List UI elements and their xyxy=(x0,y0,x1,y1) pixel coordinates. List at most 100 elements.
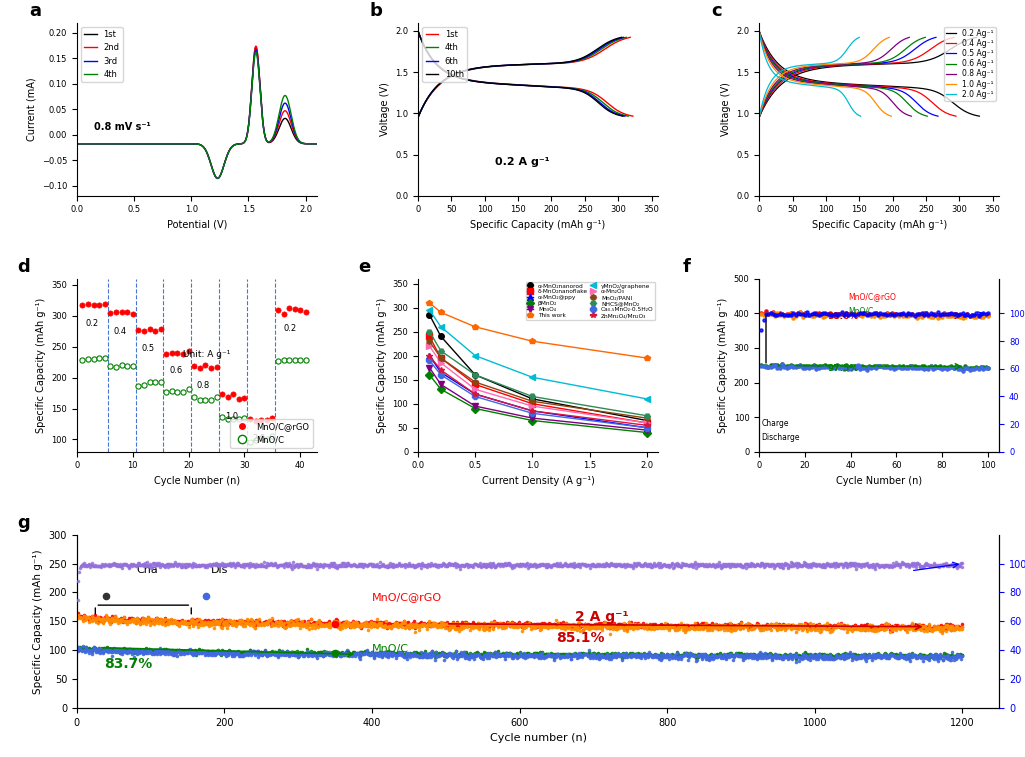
Point xyxy=(350,647,366,659)
Point xyxy=(231,650,247,662)
Point xyxy=(472,619,488,631)
Point xyxy=(825,620,842,632)
Point xyxy=(532,618,548,631)
Point xyxy=(297,621,314,633)
Point xyxy=(824,620,840,632)
Point xyxy=(344,649,361,661)
Point xyxy=(308,622,324,634)
Point xyxy=(674,620,691,632)
Point xyxy=(318,616,334,628)
Point xyxy=(158,347,174,360)
NHCS@MnO₂ xyxy=(423,327,436,336)
Point xyxy=(804,558,820,570)
Point xyxy=(87,642,104,654)
Point xyxy=(813,650,829,662)
Point xyxy=(198,618,214,630)
Point xyxy=(363,648,379,660)
Point xyxy=(245,620,261,632)
Point xyxy=(114,646,130,658)
Line: ZnMn₂O₄/Mn₂O₃: ZnMn₂O₄/Mn₂O₃ xyxy=(426,353,650,428)
Point xyxy=(387,647,404,659)
Point xyxy=(205,618,221,630)
Point xyxy=(308,619,324,631)
Point xyxy=(273,559,289,572)
Point xyxy=(900,363,916,375)
Point xyxy=(462,648,479,660)
Point xyxy=(624,562,641,575)
Point xyxy=(739,621,755,633)
Point xyxy=(710,556,727,569)
Point xyxy=(802,309,818,321)
Point xyxy=(153,614,169,626)
Point xyxy=(459,618,476,630)
Point xyxy=(655,559,671,571)
3rd xyxy=(85,139,97,148)
Point xyxy=(891,308,907,320)
Point xyxy=(531,618,547,630)
γMnO₂/graphene xyxy=(423,305,436,314)
Point xyxy=(887,559,903,571)
Point xyxy=(866,652,883,664)
Point xyxy=(784,558,801,570)
Point xyxy=(558,649,574,661)
Point xyxy=(407,648,423,660)
Point xyxy=(492,559,508,572)
Point xyxy=(705,650,722,662)
Point xyxy=(879,308,896,320)
Point xyxy=(614,618,630,631)
Point xyxy=(165,558,181,570)
Point xyxy=(494,558,510,570)
Point xyxy=(371,646,387,659)
Point xyxy=(935,621,951,634)
Point xyxy=(96,643,113,656)
Point xyxy=(220,616,237,628)
Point xyxy=(656,650,672,662)
Point xyxy=(757,621,774,633)
Point xyxy=(624,648,641,660)
Point xyxy=(308,618,324,631)
Point xyxy=(211,614,228,626)
Point xyxy=(678,649,694,661)
Point xyxy=(930,559,946,572)
Point xyxy=(824,653,840,665)
1.0 Ag⁻¹ xyxy=(830,59,843,68)
Point xyxy=(729,648,745,660)
Point xyxy=(117,645,133,657)
Point xyxy=(684,622,700,634)
Point xyxy=(136,646,153,658)
Point xyxy=(660,650,676,662)
Point xyxy=(743,649,760,661)
Point xyxy=(782,648,798,660)
Point xyxy=(702,619,719,631)
Point xyxy=(713,561,730,573)
Point xyxy=(104,614,120,626)
Point xyxy=(327,618,343,631)
Point xyxy=(594,650,611,662)
Point xyxy=(687,650,703,662)
Point xyxy=(401,648,417,660)
Point xyxy=(954,312,971,324)
Point xyxy=(949,621,966,633)
6th xyxy=(523,60,535,69)
Point xyxy=(426,558,443,570)
Point xyxy=(77,559,93,571)
Point xyxy=(308,646,324,659)
Point xyxy=(800,623,816,635)
Point xyxy=(679,559,695,571)
Point xyxy=(278,650,294,662)
Point xyxy=(859,361,875,373)
Point xyxy=(774,621,790,634)
Point xyxy=(755,307,772,319)
Point xyxy=(911,650,928,662)
Point xyxy=(490,621,506,633)
Point xyxy=(126,615,142,628)
Point xyxy=(113,612,129,624)
Point xyxy=(417,647,434,659)
Point xyxy=(766,621,782,633)
Point xyxy=(905,556,921,569)
Point xyxy=(80,353,96,365)
Point xyxy=(440,618,456,630)
Point xyxy=(95,647,112,659)
Point xyxy=(391,648,407,660)
α-MnO₂@ppy xyxy=(423,351,436,360)
